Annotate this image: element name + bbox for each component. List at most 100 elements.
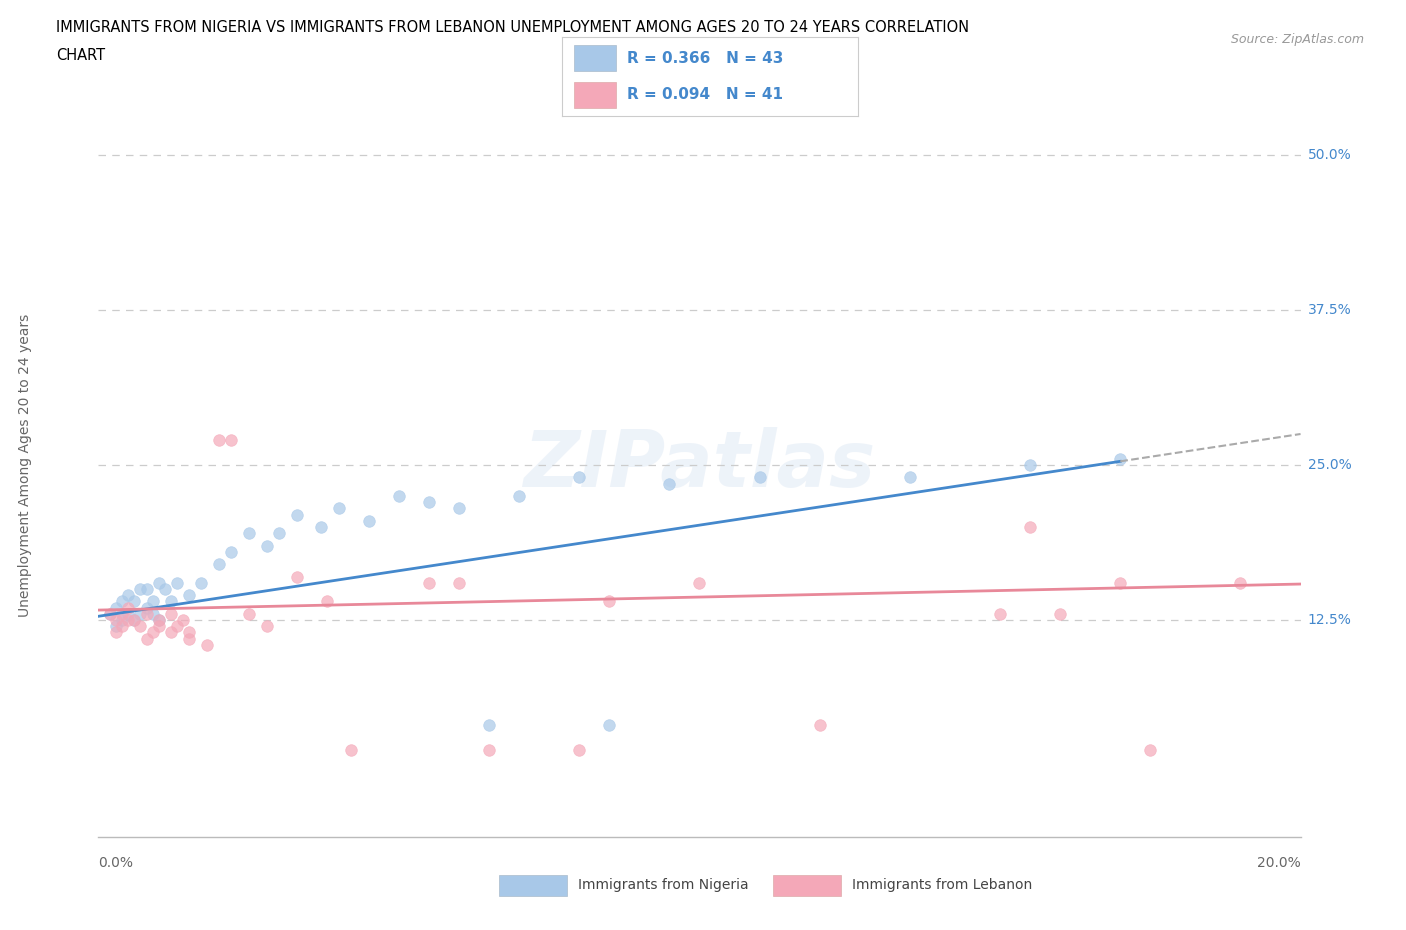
Point bbox=[135, 600, 157, 615]
Point bbox=[219, 544, 242, 559]
Point bbox=[688, 576, 710, 591]
Text: Unemployment Among Ages 20 to 24 years: Unemployment Among Ages 20 to 24 years bbox=[18, 313, 32, 617]
Point bbox=[568, 470, 591, 485]
Point bbox=[219, 432, 242, 447]
Point bbox=[124, 594, 146, 609]
Text: Immigrants from Lebanon: Immigrants from Lebanon bbox=[852, 878, 1032, 893]
Point bbox=[447, 501, 470, 516]
Point bbox=[141, 606, 163, 621]
Point bbox=[166, 618, 188, 633]
Point bbox=[1109, 451, 1132, 466]
Point bbox=[256, 618, 278, 633]
Text: 25.0%: 25.0% bbox=[1308, 458, 1351, 472]
Point bbox=[357, 513, 380, 528]
Text: IMMIGRANTS FROM NIGERIA VS IMMIGRANTS FROM LEBANON UNEMPLOYMENT AMONG AGES 20 TO: IMMIGRANTS FROM NIGERIA VS IMMIGRANTS FR… bbox=[56, 20, 969, 35]
Point bbox=[129, 581, 152, 596]
Point bbox=[748, 470, 770, 485]
Point bbox=[148, 613, 170, 628]
Point bbox=[309, 520, 332, 535]
Point bbox=[111, 606, 134, 621]
Point bbox=[988, 606, 1011, 621]
Point bbox=[208, 557, 231, 572]
Point bbox=[177, 631, 200, 646]
Point bbox=[117, 606, 139, 621]
Point bbox=[598, 594, 620, 609]
Text: R = 0.366   N = 43: R = 0.366 N = 43 bbox=[627, 51, 783, 66]
Point bbox=[117, 600, 139, 615]
Point bbox=[285, 569, 308, 584]
Point bbox=[568, 743, 591, 758]
Point bbox=[141, 594, 163, 609]
Point bbox=[256, 538, 278, 553]
Point bbox=[1109, 576, 1132, 591]
Point bbox=[447, 576, 470, 591]
Point bbox=[148, 613, 170, 628]
Point bbox=[208, 432, 231, 447]
Point bbox=[172, 613, 194, 628]
Point bbox=[105, 625, 128, 640]
Point bbox=[135, 581, 157, 596]
Point bbox=[1229, 576, 1251, 591]
Text: 20.0%: 20.0% bbox=[1257, 856, 1301, 870]
Point bbox=[388, 488, 411, 503]
Point bbox=[105, 600, 128, 615]
Point bbox=[340, 743, 363, 758]
Text: ZIPatlas: ZIPatlas bbox=[523, 427, 876, 503]
Point bbox=[111, 613, 134, 628]
Text: 0.0%: 0.0% bbox=[98, 856, 134, 870]
Point bbox=[1049, 606, 1071, 621]
Point bbox=[105, 613, 128, 628]
Point bbox=[129, 618, 152, 633]
Bar bbox=[574, 82, 616, 109]
Point bbox=[153, 581, 176, 596]
Text: Immigrants from Nigeria: Immigrants from Nigeria bbox=[578, 878, 748, 893]
Point bbox=[1139, 743, 1161, 758]
Text: 12.5%: 12.5% bbox=[1308, 613, 1351, 627]
Point bbox=[238, 606, 260, 621]
Point bbox=[105, 618, 128, 633]
Point bbox=[159, 625, 181, 640]
Point bbox=[508, 488, 530, 503]
Point bbox=[658, 476, 681, 491]
Point bbox=[195, 637, 218, 652]
Text: Source: ZipAtlas.com: Source: ZipAtlas.com bbox=[1230, 33, 1364, 46]
Point bbox=[267, 525, 290, 540]
Text: 50.0%: 50.0% bbox=[1308, 148, 1351, 162]
Point bbox=[898, 470, 921, 485]
Text: 37.5%: 37.5% bbox=[1308, 303, 1351, 317]
Point bbox=[190, 576, 212, 591]
Point bbox=[141, 625, 163, 640]
Point bbox=[111, 594, 134, 609]
Point bbox=[100, 606, 122, 621]
Point bbox=[159, 594, 181, 609]
Point bbox=[124, 613, 146, 628]
Point bbox=[478, 718, 501, 733]
Text: CHART: CHART bbox=[56, 48, 105, 63]
Text: R = 0.094   N = 41: R = 0.094 N = 41 bbox=[627, 87, 783, 102]
Point bbox=[159, 606, 181, 621]
Point bbox=[135, 606, 157, 621]
Point bbox=[166, 576, 188, 591]
Point bbox=[117, 588, 139, 603]
Point bbox=[1019, 458, 1042, 472]
Point bbox=[111, 618, 134, 633]
Point bbox=[238, 525, 260, 540]
Point bbox=[328, 501, 350, 516]
Point bbox=[148, 618, 170, 633]
Point bbox=[315, 594, 337, 609]
Point bbox=[148, 576, 170, 591]
Point bbox=[124, 613, 146, 628]
Point bbox=[135, 631, 157, 646]
Point bbox=[285, 507, 308, 522]
Point bbox=[117, 613, 139, 628]
Point bbox=[129, 606, 152, 621]
Point bbox=[177, 588, 200, 603]
Point bbox=[177, 625, 200, 640]
Point bbox=[418, 495, 440, 510]
Point bbox=[100, 606, 122, 621]
Point bbox=[418, 576, 440, 591]
Point bbox=[478, 743, 501, 758]
Bar bbox=[574, 46, 616, 72]
Point bbox=[1019, 520, 1042, 535]
Point bbox=[598, 718, 620, 733]
